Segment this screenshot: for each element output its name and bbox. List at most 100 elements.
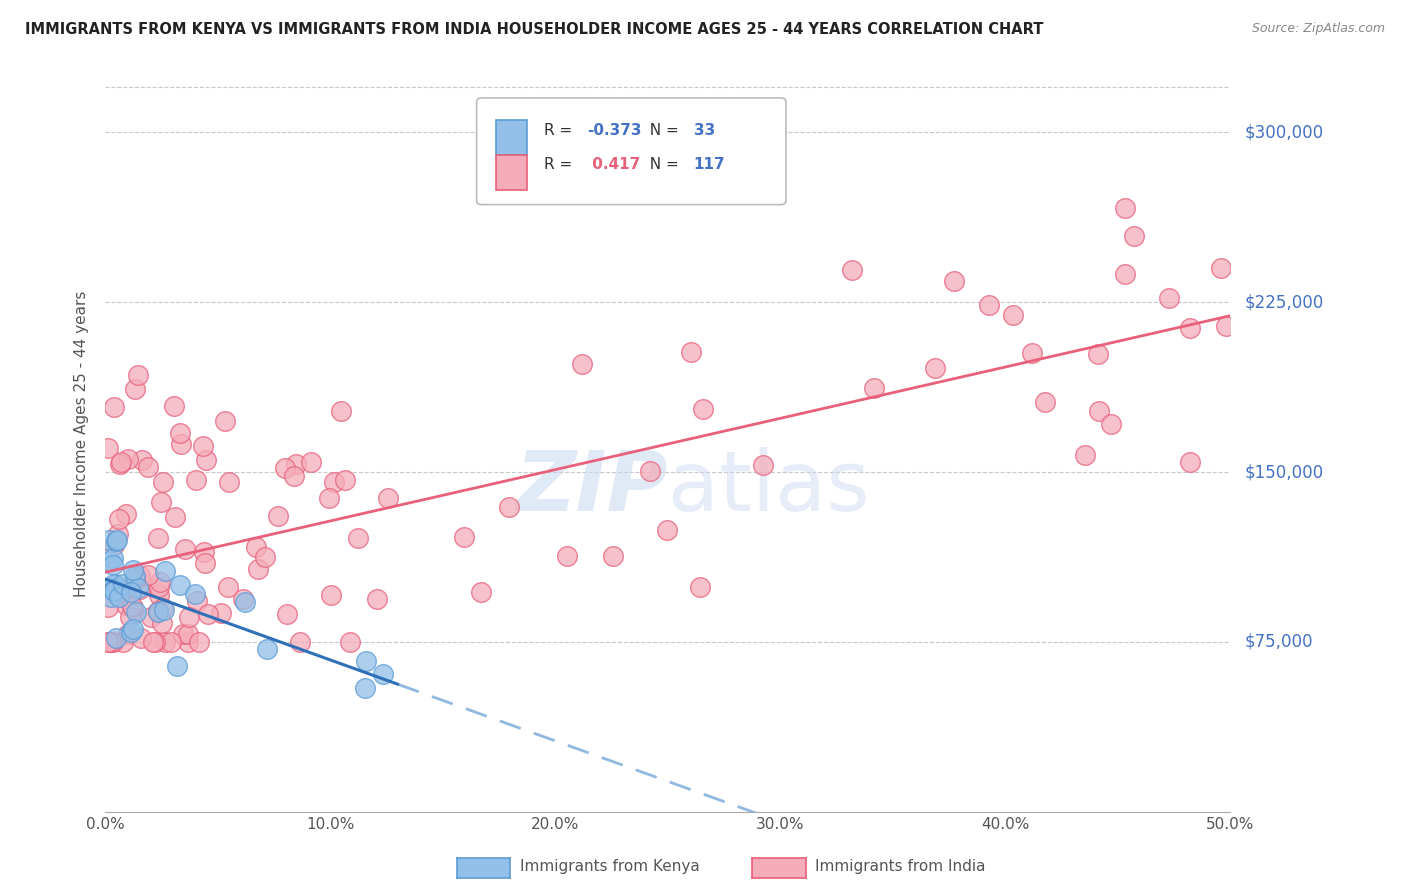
Point xyxy=(232,592,254,607)
Point xyxy=(114,508,136,522)
Text: Source: ZipAtlas.com: Source: ZipAtlas.com xyxy=(1251,22,1385,36)
Point xyxy=(1178,455,1201,469)
Text: $150,000: $150,000 xyxy=(1244,463,1323,481)
Point xyxy=(247,562,270,576)
Point xyxy=(233,595,256,609)
Text: Immigrants from Kenya: Immigrants from Kenya xyxy=(520,859,700,873)
Point xyxy=(101,635,124,649)
Point xyxy=(98,533,121,547)
Point xyxy=(114,598,136,612)
Point xyxy=(1074,448,1097,462)
Point xyxy=(103,582,125,596)
Point xyxy=(218,475,240,490)
Text: N =: N = xyxy=(640,157,683,172)
Point xyxy=(150,615,173,630)
Text: 117: 117 xyxy=(693,157,725,172)
Point xyxy=(105,533,128,547)
Point xyxy=(125,605,148,619)
Point xyxy=(117,593,139,607)
Point xyxy=(689,580,711,594)
Point xyxy=(655,523,678,537)
Point xyxy=(1157,291,1180,305)
Point xyxy=(1001,308,1024,322)
Point xyxy=(112,576,135,591)
Point xyxy=(108,590,131,604)
Text: R =: R = xyxy=(544,123,578,137)
Point xyxy=(136,459,159,474)
Point xyxy=(118,610,141,624)
Point xyxy=(155,635,177,649)
Point xyxy=(187,635,209,649)
Point xyxy=(274,461,297,475)
Point xyxy=(256,642,278,657)
Point xyxy=(108,512,131,526)
Point xyxy=(148,531,170,545)
Point xyxy=(288,635,311,649)
Text: 33: 33 xyxy=(693,123,716,137)
Point xyxy=(209,606,232,620)
Point xyxy=(214,414,236,428)
Point xyxy=(679,344,702,359)
Point xyxy=(841,263,863,277)
Point xyxy=(160,635,183,649)
Point xyxy=(103,400,125,414)
Point xyxy=(143,635,166,649)
Point xyxy=(153,603,176,617)
Point xyxy=(184,587,207,601)
Point xyxy=(117,452,139,467)
Point xyxy=(245,540,267,554)
FancyBboxPatch shape xyxy=(477,98,786,204)
Text: IMMIGRANTS FROM KENYA VS IMMIGRANTS FROM INDIA HOUSEHOLDER INCOME AGES 25 - 44 Y: IMMIGRANTS FROM KENYA VS IMMIGRANTS FROM… xyxy=(25,22,1043,37)
Point xyxy=(127,368,149,382)
Text: R =: R = xyxy=(544,157,578,172)
Point xyxy=(163,510,186,524)
Point xyxy=(103,584,125,599)
Point xyxy=(173,542,195,557)
Point xyxy=(105,578,128,592)
Point xyxy=(942,274,965,288)
Point xyxy=(101,558,124,573)
Point xyxy=(640,464,662,478)
Point xyxy=(117,627,139,641)
Point xyxy=(121,622,143,636)
Point xyxy=(124,382,146,396)
Point xyxy=(319,588,342,602)
Point xyxy=(377,491,399,505)
Point xyxy=(148,588,170,602)
Point xyxy=(127,581,149,595)
Point xyxy=(152,475,174,489)
Text: N =: N = xyxy=(640,123,683,137)
Point xyxy=(1021,345,1043,359)
Point xyxy=(124,569,146,583)
Point xyxy=(105,534,128,549)
Text: 0.417: 0.417 xyxy=(586,157,640,172)
Point xyxy=(141,610,163,624)
Point xyxy=(111,635,134,649)
Point xyxy=(155,564,177,578)
Text: $75,000: $75,000 xyxy=(1244,633,1313,651)
Point xyxy=(142,635,165,649)
Text: ZIP: ZIP xyxy=(515,448,668,528)
Point xyxy=(217,580,239,594)
Point xyxy=(354,681,377,695)
Point xyxy=(97,441,120,455)
Point xyxy=(1123,229,1146,244)
Text: $300,000: $300,000 xyxy=(1244,123,1323,142)
Point xyxy=(169,578,191,592)
Point xyxy=(299,455,322,469)
Point xyxy=(1087,347,1109,361)
Point xyxy=(97,635,120,649)
Point xyxy=(1180,321,1202,335)
Point xyxy=(692,402,714,417)
Point xyxy=(176,627,198,641)
Point xyxy=(129,631,152,645)
Point xyxy=(120,584,142,599)
Point xyxy=(555,549,578,563)
Bar xyxy=(496,120,527,155)
Point xyxy=(100,590,122,604)
Point xyxy=(1209,260,1232,275)
Point xyxy=(146,605,169,619)
Point xyxy=(110,454,132,468)
Point xyxy=(136,568,159,582)
Text: $225,000: $225,000 xyxy=(1244,293,1323,311)
